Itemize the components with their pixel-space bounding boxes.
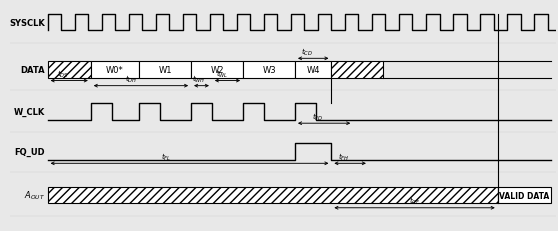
Text: $A_{OUT}$: $A_{OUT}$	[24, 189, 45, 202]
Text: $t_{CD}$: $t_{CD}$	[301, 47, 314, 58]
Bar	[139, 62, 191, 78]
Bar	[47, 187, 498, 204]
Text: $t_{DH}$: $t_{DH}$	[124, 74, 137, 85]
Text: $t_{WL}$: $t_{WL}$	[215, 69, 228, 80]
Text: FQ_UD: FQ_UD	[15, 147, 45, 156]
Text: $t_{WH}$: $t_{WH}$	[192, 74, 206, 85]
Bar	[47, 62, 91, 78]
Text: W4: W4	[306, 66, 320, 75]
Bar	[295, 62, 331, 78]
Text: W1: W1	[158, 66, 172, 75]
Text: W2: W2	[210, 66, 224, 75]
Text: VALID DATA: VALID DATA	[499, 191, 549, 200]
Bar	[331, 62, 383, 78]
Text: $t_{FH}$: $t_{FH}$	[338, 151, 349, 162]
Text: W0*: W0*	[106, 66, 124, 75]
Text: $t_{FD}$: $t_{FD}$	[312, 111, 323, 123]
Text: W_CLK: W_CLK	[14, 107, 45, 116]
Text: $t_{FL}$: $t_{FL}$	[161, 151, 171, 162]
Text: $t_{CF}$: $t_{CF}$	[409, 195, 420, 207]
Text: $t_{DS}$: $t_{DS}$	[57, 69, 69, 80]
Bar	[498, 187, 551, 204]
Bar	[191, 62, 243, 78]
Text: W3: W3	[262, 66, 276, 75]
Bar	[243, 62, 295, 78]
Text: SYSCLK: SYSCLK	[9, 18, 45, 27]
Bar	[91, 62, 139, 78]
Text: DATA: DATA	[21, 66, 45, 75]
